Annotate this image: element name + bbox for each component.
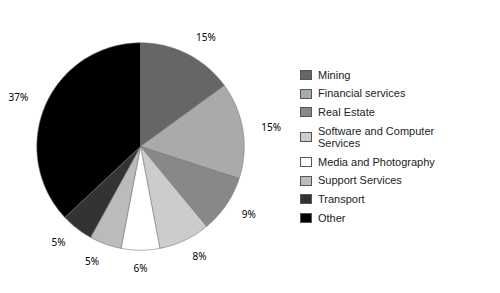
html-text:Software and Computer Services: Software and Computer Services — [318, 124, 435, 150]
html-text:Media and Photography: Media and Photography — [318, 155, 435, 168]
html-text:Transport: Transport — [318, 193, 365, 206]
svg-text:37%: 37% — [8, 90, 28, 104]
html-text:Other: Other — [318, 211, 346, 224]
svg-text:5%: 5% — [85, 254, 99, 268]
svg-text:6%: 6% — [133, 261, 147, 275]
html-text:Financial services: Financial services — [318, 87, 406, 100]
svg-text:15%: 15% — [196, 30, 216, 44]
svg-text:5%: 5% — [51, 235, 65, 249]
html-text:Mining: Mining — [318, 68, 351, 81]
html-text:Support Services: Support Services — [318, 174, 402, 187]
svg-text:15%: 15% — [261, 120, 281, 134]
html-text:Real Estate: Real Estate — [318, 105, 375, 118]
svg-text:8%: 8% — [193, 249, 207, 263]
svg-text:9%: 9% — [242, 207, 256, 221]
